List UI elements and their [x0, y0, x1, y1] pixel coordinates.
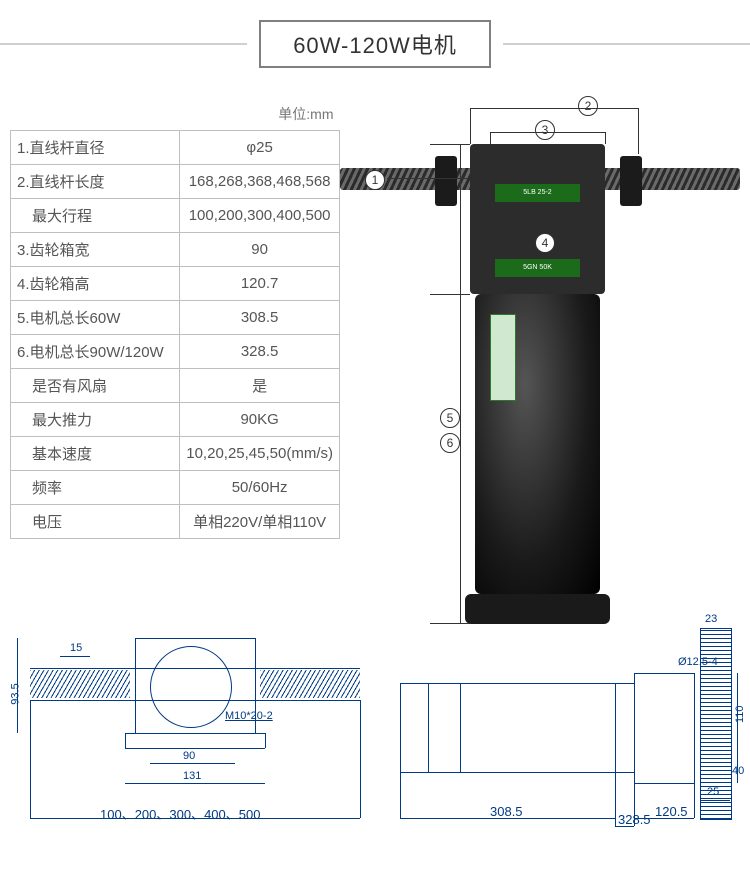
spec-label: 频率 [11, 471, 180, 505]
table-row: 5.电机总长60W308.5 [11, 301, 340, 335]
spec-and-diagram-row: 单位:mm 1.直线杆直径φ25 2.直线杆长度168,268,368,468,… [10, 98, 740, 618]
dim-phi: Ø12.5-4 [678, 656, 718, 668]
gearbox-label-2: 5GN 50K [495, 259, 580, 277]
spec-value: 308.5 [180, 301, 340, 335]
spec-label: 电压 [11, 505, 180, 539]
spec-value: 是 [180, 369, 340, 403]
dim-40: 40 [732, 765, 744, 777]
spec-label: 最大行程 [11, 199, 180, 233]
motor-photo-diagram: 5LB 25-2 5GN 50K 1 2 3 4 5 6 [340, 98, 740, 618]
spec-value: 10,20,25,45,50(mm/s) [180, 437, 340, 471]
spec-value: 328.5 [180, 335, 340, 369]
spec-table-wrap: 单位:mm 1.直线杆直径φ25 2.直线杆长度168,268,368,468,… [10, 98, 340, 539]
spec-value: 单相220V/单相110V [180, 505, 340, 539]
spec-value: 100,200,300,400,500 [180, 199, 340, 233]
gearbox-label-1: 5LB 25-2 [495, 184, 580, 202]
spec-value: 90 [180, 233, 340, 267]
dimline [470, 108, 638, 109]
dimline [430, 294, 470, 295]
dimline [430, 144, 470, 145]
table-row: 电压单相220V/单相110V [11, 505, 340, 539]
spec-label: 4.齿轮箱高 [11, 267, 180, 301]
table-row: 最大行程100,200,300,400,500 [11, 199, 340, 233]
table-row: 是否有风扇是 [11, 369, 340, 403]
dim-height: 93.5 [10, 683, 22, 704]
dim-131: 131 [183, 770, 201, 782]
spec-value: 120.7 [180, 267, 340, 301]
spec-table: 单位:mm 1.直线杆直径φ25 2.直线杆长度168,268,368,468,… [10, 98, 340, 539]
table-row: 频率50/60Hz [11, 471, 340, 505]
spec-value: 50/60Hz [180, 471, 340, 505]
spec-label: 最大推力 [11, 403, 180, 437]
callout-1: 1 [365, 170, 385, 190]
spec-value: 90KG [180, 403, 340, 437]
spec-label: 6.电机总长90W/120W [11, 335, 180, 369]
spec-label: 3.齿轮箱宽 [11, 233, 180, 267]
dim-90: 90 [183, 750, 195, 762]
dimline [638, 108, 639, 154]
page-title: 60W-120W电机 [259, 20, 491, 68]
motor-nameplate-icon [490, 314, 516, 401]
spec-label: 1.直线杆直径 [11, 131, 180, 165]
spec-value: φ25 [180, 131, 340, 165]
motor-circle-icon [150, 646, 232, 728]
gearbox-icon: 5LB 25-2 5GN 50K [470, 144, 605, 294]
hatch-icon [30, 670, 130, 698]
dimline [387, 178, 467, 179]
right-technical-drawing: 23 Ø12.5-4 110 40 25 308.5 328.5 120.5 [400, 628, 740, 848]
spec-label: 是否有风扇 [11, 369, 180, 403]
table-row: 1.直线杆直径φ25 [11, 131, 340, 165]
mount-bracket-left-icon [435, 156, 457, 206]
dimline [490, 132, 605, 133]
title-row: 60W-120W电机 [0, 20, 750, 68]
spec-label: 5.电机总长60W [11, 301, 180, 335]
dim-23: 23 [705, 613, 717, 625]
dim-120: 120.5 [655, 804, 688, 819]
title-divider-right [503, 43, 750, 45]
table-row: 6.电机总长90W/120W328.5 [11, 335, 340, 369]
dim-328: 328.5 [618, 812, 651, 827]
left-technical-drawing: 93.5 15 M10*20-2 90 131 100、200、300、400、… [10, 628, 380, 848]
dimline [490, 132, 491, 144]
dimline [605, 132, 606, 144]
callout-5: 5 [440, 408, 460, 428]
hatch-icon [260, 670, 360, 698]
dim-15: 15 [70, 642, 82, 654]
dimline [460, 144, 461, 624]
dim-110: 110 [734, 705, 746, 723]
technical-drawings-row: 93.5 15 M10*20-2 90 131 100、200、300、400、… [10, 628, 740, 848]
callout-6: 6 [440, 433, 460, 453]
motor-body: 5LB 25-2 5GN 50K [470, 144, 605, 624]
motor-cylinder-icon [475, 294, 600, 594]
dimline [470, 108, 471, 144]
table-row: 基本速度10,20,25,45,50(mm/s) [11, 437, 340, 471]
table-row: 2.直线杆长度168,268,368,468,568 [11, 165, 340, 199]
spec-label: 基本速度 [11, 437, 180, 471]
callout-2: 2 [578, 96, 598, 116]
dim-308: 308.5 [490, 804, 523, 819]
spec-value: 168,268,368,468,568 [180, 165, 340, 199]
table-row: 最大推力90KG [11, 403, 340, 437]
dimline [430, 623, 470, 624]
dim-25: 25 [707, 786, 719, 798]
mount-bracket-right-icon [620, 156, 642, 206]
table-row: 3.齿轮箱宽90 [11, 233, 340, 267]
callout-4: 4 [535, 233, 555, 253]
table-row: 4.齿轮箱高120.7 [11, 267, 340, 301]
unit-label: 单位:mm [11, 98, 340, 131]
title-divider-left [0, 43, 247, 45]
callout-3: 3 [535, 120, 555, 140]
motor-foot-icon [465, 594, 610, 624]
dim-lengths: 100、200、300、400、500 [100, 804, 260, 823]
thread-spec: M10*20-2 [225, 710, 273, 722]
spec-label: 2.直线杆长度 [11, 165, 180, 199]
